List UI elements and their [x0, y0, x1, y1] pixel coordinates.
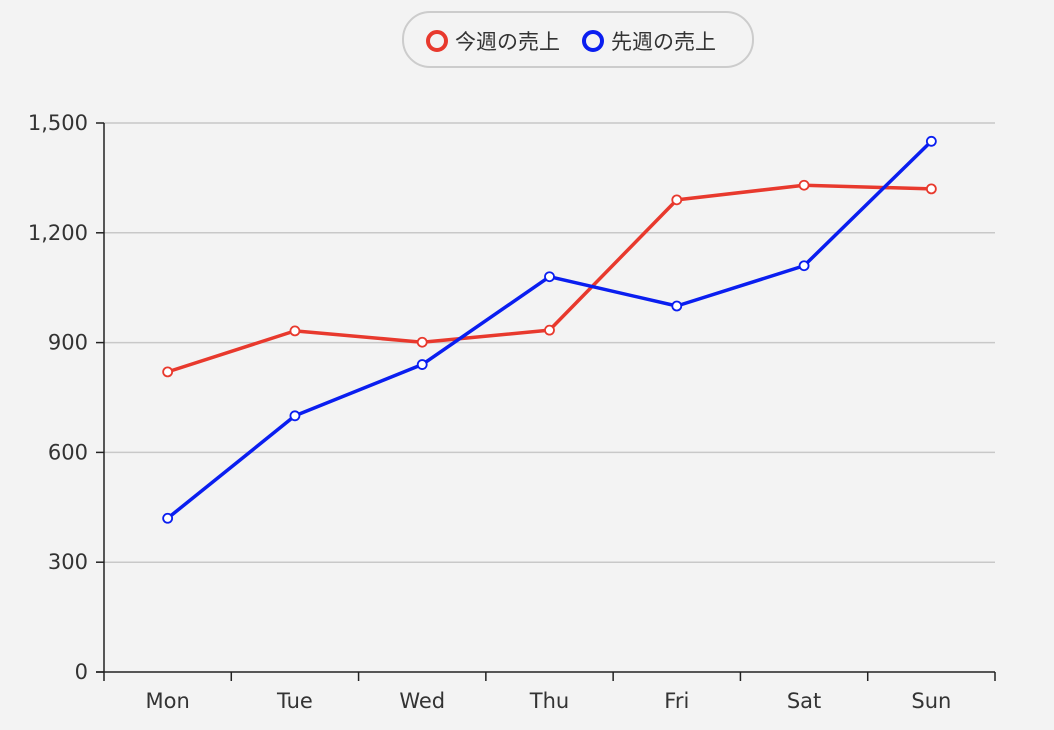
x-tick-label: Fri — [664, 689, 689, 713]
y-tick-label: 600 — [48, 440, 88, 464]
y-tick-label: 1,500 — [28, 111, 88, 135]
legend-marker-this-week[interactable] — [426, 30, 448, 52]
x-tick-label: Tue — [276, 689, 313, 713]
x-tick-label: Sun — [911, 689, 951, 713]
data-point[interactable] — [544, 324, 555, 336]
data-point[interactable] — [925, 183, 937, 195]
y-tick-label: 300 — [48, 550, 88, 574]
grid-lines — [104, 122, 995, 563]
legend-box — [402, 11, 754, 68]
x-tick-label: Sat — [787, 689, 821, 713]
axes — [96, 122, 996, 681]
data-point[interactable] — [162, 366, 174, 378]
y-axis-tick-labels: 0 300 600 900 1,200 1,500 — [28, 111, 88, 684]
x-tick-label: Thu — [529, 689, 569, 713]
legend-label-last-week[interactable]: 先週の売上 — [611, 30, 716, 54]
legend-label-this-week[interactable]: 今週の売上 — [455, 30, 560, 54]
data-point[interactable] — [798, 260, 810, 272]
data-point[interactable] — [416, 359, 428, 370]
data-point[interactable] — [925, 135, 937, 147]
data-point[interactable] — [544, 271, 555, 283]
data-point[interactable] — [671, 194, 683, 206]
y-tick-label: 900 — [48, 331, 88, 355]
x-axis-tick-labels: Mon Tue Wed Thu Fri Sat Sun — [146, 689, 952, 713]
x-tick-label: Mon — [146, 689, 190, 713]
legend: 今週の売上 先週の売上 — [402, 11, 754, 68]
y-tick-label: 0 — [75, 660, 88, 684]
x-tick-label: Wed — [399, 689, 445, 713]
data-point[interactable] — [289, 410, 301, 422]
data-point[interactable] — [289, 325, 301, 337]
data-point[interactable] — [416, 336, 428, 348]
data-point[interactable] — [671, 300, 683, 312]
data-point[interactable] — [162, 512, 174, 524]
series-group — [162, 135, 937, 524]
legend-marker-last-week[interactable] — [582, 30, 604, 52]
y-tick-label: 1,200 — [28, 221, 88, 245]
data-point[interactable] — [798, 179, 810, 191]
